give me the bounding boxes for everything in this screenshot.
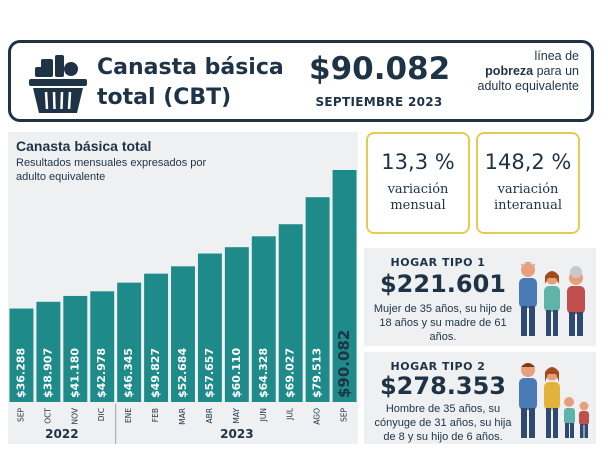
x-tick-label-5: FEB <box>151 408 160 422</box>
bar-value-label-2: $41.180 <box>68 348 81 398</box>
header-note-bold: pobreza <box>485 64 534 78</box>
bar-5 <box>144 273 169 402</box>
hogar-2-amount: $278.353 <box>379 372 506 400</box>
chart-title: Canasta básica total <box>16 138 152 154</box>
bar-value-label-11: $79.513 <box>311 348 324 398</box>
bar-8 <box>224 247 249 402</box>
bar-value-label-1: $38.907 <box>41 348 54 398</box>
x-tick-label-1: OCT <box>43 408 52 424</box>
bar-value-label-5: $49.827 <box>149 348 162 398</box>
bar-4 <box>117 282 142 402</box>
bar-chart: $36.288 SEP $38.907 OCT $41.180 NOV $42.978 DIC… <box>9 170 357 444</box>
bar-6 <box>171 266 195 402</box>
monthly-variation-value: 13,3 % <box>381 150 455 174</box>
bar-value-label-9: $64.328 <box>257 348 270 398</box>
hogar-1-title: HOGAR TIPO 1 <box>390 256 486 269</box>
hogar-2-description: Hombre de 35 años, su cónyuge de 31 años… <box>374 403 512 443</box>
hogar-1-amount: $221.601 <box>379 270 506 298</box>
x-tick-label-9: JUN <box>259 408 268 422</box>
header-date: SEPTIEMBRE 2023 <box>315 95 443 109</box>
x-tick-label-4: ENE <box>124 408 133 423</box>
bar-value-label-0: $36.288 <box>14 348 27 398</box>
annual-variation-value: 148,2 % <box>484 150 572 174</box>
year-label-1: 2023 <box>220 427 253 441</box>
x-tick-label-2: NOV <box>70 407 79 424</box>
header-title: Canasta básica total (CBT) <box>97 55 284 110</box>
header-banner: Canasta básica total (CBT) $90.082 SEPTI… <box>8 40 594 122</box>
bar-0 <box>9 308 34 402</box>
bar-value-label-6: $52.684 <box>176 348 189 398</box>
bar-value-label-12: $90.082 <box>335 330 353 398</box>
x-tick-label-10: JUL <box>286 407 295 421</box>
x-tick-label-0: SEP <box>16 408 25 422</box>
x-tick-label-11: AGO <box>313 408 322 425</box>
header-note-pre: línea de <box>534 49 579 63</box>
monthly-variation-label: variación mensual <box>387 182 449 213</box>
bar-3 <box>90 291 115 402</box>
x-tick-label-12: SEP <box>340 408 349 422</box>
hogar-tipo-2: HOGAR TIPO 2 $278.353 Hombre de 35 años,… <box>364 352 596 444</box>
bar-value-label-3: $42.978 <box>95 348 108 398</box>
x-tick-label-8: MAY <box>232 408 241 424</box>
bar-value-label-7: $57.657 <box>203 348 216 398</box>
monthly-variation-box: 13,3 % variación mensual <box>366 132 470 234</box>
x-tick-label-6: MAR <box>178 408 187 425</box>
year-label-0: 2022 <box>45 427 78 441</box>
annual-variation-label: variación interanual <box>493 182 563 213</box>
header-note-post: para un adulto equivalente <box>477 64 579 93</box>
bar-12 <box>332 170 357 402</box>
bar-value-label-8: $60.110 <box>230 348 243 398</box>
chart-subtitle: Resultados mensuales expresados por adul… <box>16 157 207 183</box>
bar-9 <box>251 236 276 402</box>
bar-7 <box>197 253 222 402</box>
bar-11 <box>305 197 330 402</box>
family-2-icon <box>519 363 589 438</box>
hogar-1-description: Mujer de 35 años, su hijo de 18 años y s… <box>373 303 513 343</box>
x-tick-label-7: ABR <box>205 408 214 424</box>
hogar-2-title: HOGAR TIPO 2 <box>390 360 486 373</box>
bar-10 <box>278 224 303 402</box>
family-1-icon <box>519 262 585 336</box>
bar-value-label-4: $46.345 <box>122 348 135 398</box>
bar-value-label-10: $69.027 <box>284 348 297 398</box>
bar-1 <box>36 301 61 402</box>
chart-panel: Canasta básica total Resultados mensuale… <box>8 132 358 444</box>
header-note: línea de pobreza para un adulto equivale… <box>467 49 579 94</box>
shopping-basket-icon <box>29 55 87 113</box>
header-amount: $90.082 <box>309 51 451 87</box>
annual-variation-box: 148,2 % variación interanual <box>476 132 580 234</box>
x-tick-label-3: DIC <box>97 408 106 421</box>
bar-2 <box>63 295 88 402</box>
hogar-tipo-1: HOGAR TIPO 1 $221.601 Mujer de 35 años, … <box>364 248 596 346</box>
